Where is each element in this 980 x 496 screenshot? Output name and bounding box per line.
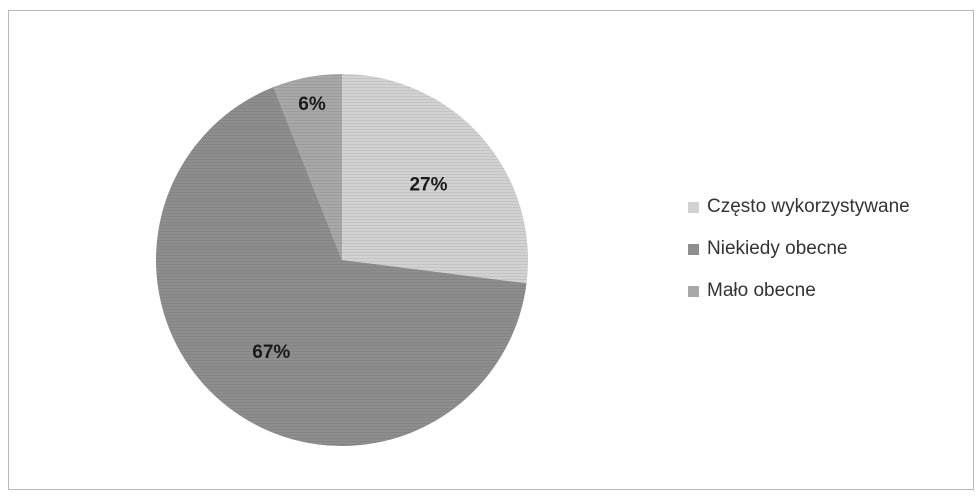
data-label-czesto-wykorzystywane: 27% (409, 175, 447, 196)
legend-label: Często wykorzystywane (707, 196, 910, 217)
data-label-malo-obecne: 6% (298, 94, 326, 115)
legend-item: Mało obecne (688, 280, 910, 302)
legend-swatch (688, 243, 699, 255)
legend-item: Często wykorzystywane (688, 196, 910, 218)
data-label-niekiedy-obecne: 67% (252, 342, 290, 363)
pie-slice-texture (273, 74, 342, 260)
pie-slice-texture (156, 87, 527, 446)
legend-label: Mało obecne (707, 280, 816, 301)
legend-swatch (688, 285, 699, 297)
legend-label: Niekiedy obecne (707, 238, 848, 259)
legend-swatch (688, 201, 699, 213)
legend-item: Niekiedy obecne (688, 238, 910, 260)
pie-slice-texture (342, 74, 529, 284)
chart-legend: Często wykorzystywane Niekiedy obecne Mało… (688, 196, 910, 322)
